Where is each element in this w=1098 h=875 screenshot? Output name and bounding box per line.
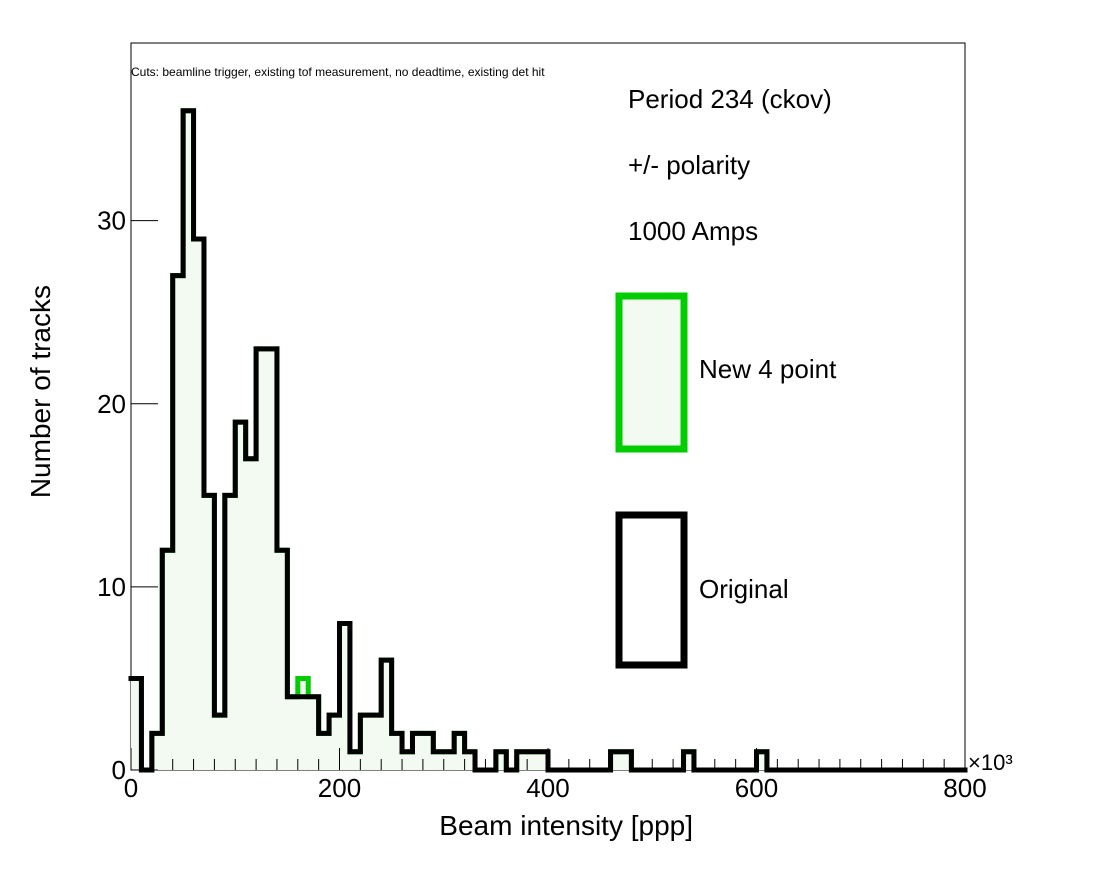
- x-tick-label: 400: [526, 773, 569, 803]
- axes-layer: 0 10 20 30 0 200 400 600 800: [97, 206, 987, 803]
- histogram-bin-fill: [308, 696, 319, 770]
- annotation-period: Period 234 (ckov): [628, 84, 832, 114]
- histogram-bin-fill: [266, 348, 277, 770]
- histogram-bin-fill: [235, 422, 246, 770]
- x-tick-label: 800: [943, 773, 986, 803]
- y-tick-label: 20: [97, 389, 126, 419]
- x-tick-label: 600: [735, 773, 778, 803]
- histogram-series-layer: [128, 108, 968, 773]
- histogram-bin-fill: [620, 751, 632, 770]
- legend-swatch-original: [615, 511, 688, 669]
- x-tick-label: 200: [318, 773, 361, 803]
- histogram-bin-fill: [162, 550, 173, 770]
- histogram-bin-fill: [329, 715, 340, 770]
- y-tick-label: 10: [97, 572, 126, 602]
- histogram-bin-fill: [537, 751, 548, 770]
- histogram-fill-layer: [131, 110, 767, 770]
- histogram-bin-fill: [412, 733, 423, 770]
- y-tick-label: 0: [112, 755, 126, 785]
- histogram-bin-fill: [224, 495, 236, 770]
- histogram-bin-fill: [433, 751, 444, 770]
- x-axis-title: Beam intensity [ppp]: [439, 810, 693, 841]
- legend-swatch-new-4-point: [615, 292, 688, 453]
- histogram-bin-fill: [131, 678, 142, 770]
- histogram-bin-fill: [381, 660, 392, 770]
- histogram-bin-fill: [454, 733, 465, 770]
- annotation-polarity: +/- polarity: [628, 150, 750, 180]
- histogram-bin-fill: [287, 696, 298, 770]
- histogram-bin-fill: [370, 715, 382, 770]
- histogram-bin-fill: [527, 751, 538, 770]
- histogram-bin-fill: [193, 238, 204, 770]
- histogram-bin-fill: [464, 751, 476, 770]
- histogram-bin-fill: [318, 733, 330, 770]
- x-tick-label: 0: [124, 773, 138, 803]
- histogram-bin-fill: [443, 751, 455, 770]
- histogram-bin-fill: [276, 550, 288, 770]
- histogram-bin-fill: [183, 110, 194, 770]
- legend-label-new-4-point: New 4 point: [699, 354, 837, 384]
- y-tick-label: 30: [97, 206, 126, 236]
- histogram-bin-fill: [495, 751, 507, 770]
- histogram-bin-fill: [339, 623, 350, 770]
- histogram-bin-fill: [349, 751, 361, 770]
- histogram-bin-fill: [203, 495, 215, 770]
- histogram-bin-fill: [756, 751, 767, 770]
- histogram-bin-fill: [402, 751, 413, 770]
- histogram-bin-fill: [256, 348, 267, 770]
- histogram-bin-fill: [422, 733, 434, 770]
- x-axis-multiplier: ×10³: [968, 750, 1013, 775]
- histogram-bin-fill: [245, 458, 257, 770]
- series-line-original: [128, 108, 968, 773]
- histogram-bin-fill: [172, 275, 184, 770]
- annotation-current: 1000 Amps: [628, 216, 758, 246]
- histogram-bin-fill: [151, 733, 163, 770]
- histogram-bin-fill: [610, 751, 621, 770]
- legend-label-original: Original: [699, 574, 789, 604]
- histogram-bin-fill: [214, 715, 225, 770]
- cuts-label: Cuts: beamline trigger, existing tof mea…: [131, 65, 545, 79]
- histogram-bin-fill: [297, 678, 309, 770]
- y-axis-title: Number of tracks: [25, 285, 56, 498]
- histogram-bin-fill: [360, 715, 371, 770]
- histogram-bin-fill: [683, 751, 694, 770]
- histogram-bin-fill: [516, 751, 528, 770]
- histogram-bin-fill: [391, 733, 403, 770]
